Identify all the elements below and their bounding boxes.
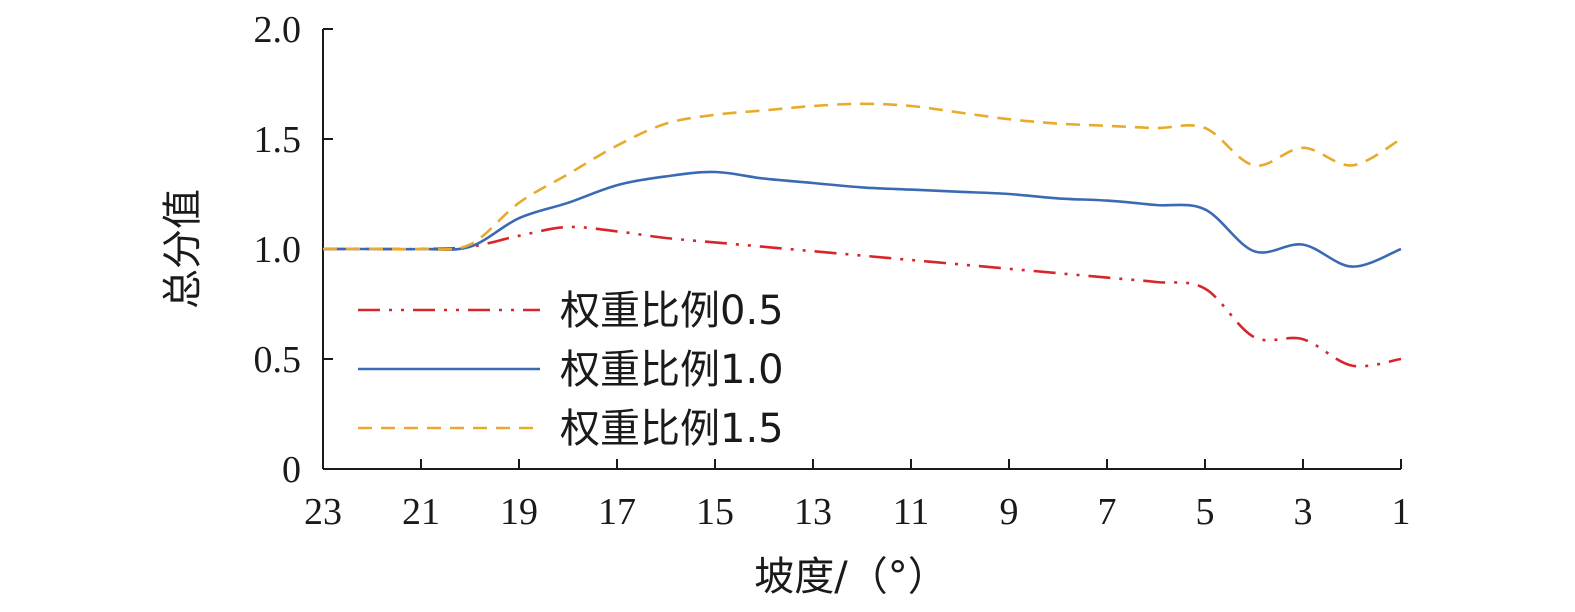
x-tick-label: 1 — [1392, 491, 1411, 533]
y-axis-ticks: 0 0.5 1.0 1.5 2.0 — [254, 9, 333, 491]
series-line-2 — [323, 102, 1402, 251]
x-tick-label: 13 — [794, 491, 832, 533]
x-tick-label: 7 — [1098, 491, 1117, 533]
x-tick-label: 21 — [402, 491, 440, 533]
x-tick-label: 19 — [500, 491, 538, 533]
legend-label-0: 权重比例0.5 — [560, 288, 784, 334]
x-axis-title: 坡度/（°） — [754, 554, 947, 600]
y-axis-title: 总分值 — [160, 189, 206, 309]
y-tick-label: 1.5 — [254, 119, 302, 161]
x-tick-label: 11 — [893, 491, 930, 533]
legend: 权重比例0.5 权重比例1.0 权重比例1.5 — [358, 288, 784, 452]
y-tick-label: 1.0 — [254, 229, 302, 271]
legend-label-2: 权重比例1.5 — [560, 406, 784, 452]
y-tick-label: 2.0 — [254, 9, 302, 51]
x-tick-label: 15 — [696, 491, 734, 533]
series-lines — [323, 102, 1402, 368]
y-tick-label: 0 — [282, 449, 301, 491]
x-axis-ticks: 23 21 19 17 15 13 11 9 7 5 3 1 — [304, 459, 1411, 533]
x-tick-label: 23 — [304, 491, 342, 533]
x-tick-label: 9 — [1000, 491, 1019, 533]
x-tick-label: 17 — [598, 491, 636, 533]
x-tick-label: 5 — [1196, 491, 1215, 533]
series-line-0 — [323, 225, 1402, 368]
x-tick-label: 3 — [1294, 491, 1313, 533]
y-tick-label: 0.5 — [254, 339, 302, 381]
series-line-1 — [323, 170, 1402, 268]
legend-label-1: 权重比例1.0 — [560, 347, 784, 393]
